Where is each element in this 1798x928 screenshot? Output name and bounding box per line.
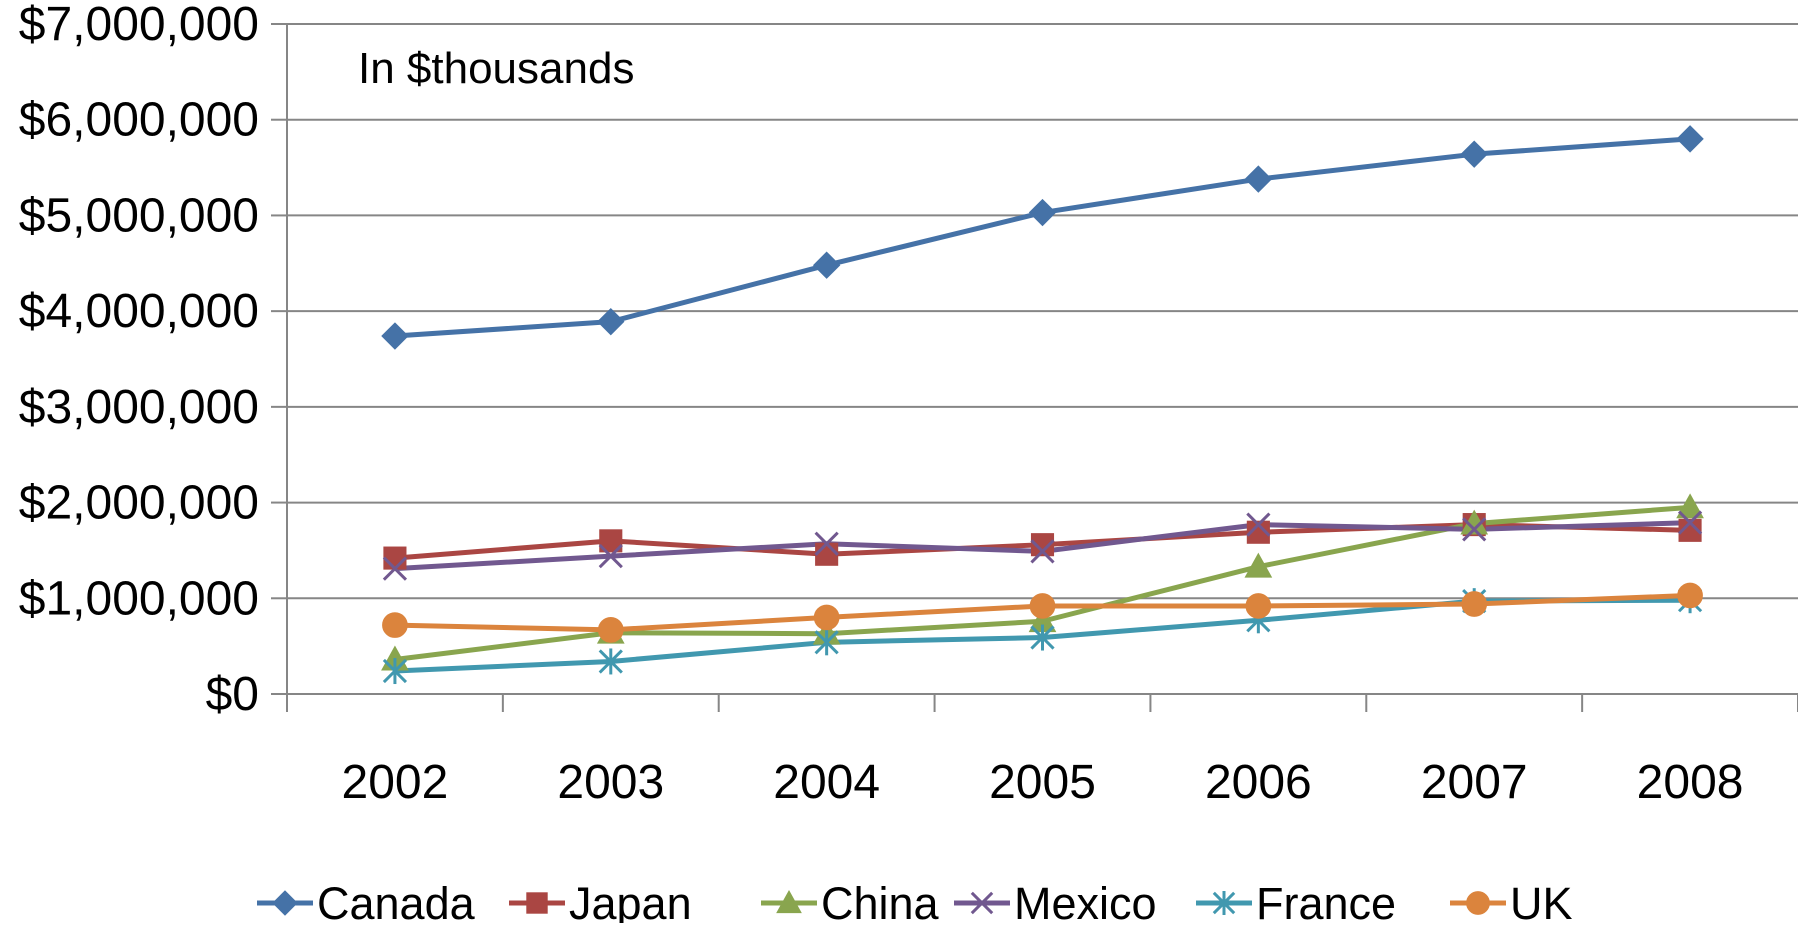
- legend-label: France: [1256, 878, 1396, 923]
- legend-label: Canada: [317, 878, 476, 923]
- data-point-canada: [812, 251, 841, 279]
- legend-item-uk: UK: [1450, 878, 1573, 928]
- data-point-uk: [597, 617, 624, 643]
- y-tick-label: $5,000,000: [19, 189, 259, 242]
- data-point-china: [1676, 493, 1704, 519]
- legend-item-mexico: Mexico: [954, 878, 1157, 928]
- data-point-mexico: [1462, 517, 1487, 542]
- legend-marker: [1466, 891, 1490, 915]
- legend-item-france: France: [1196, 878, 1396, 928]
- data-point-canada: [1028, 198, 1057, 227]
- legend-label: Mexico: [1014, 878, 1157, 923]
- data-point-mexico: [1030, 539, 1055, 564]
- data-point-japan: [815, 542, 839, 566]
- chart-annotation: In $thousands: [358, 44, 634, 93]
- data-point-canada: [1676, 125, 1704, 153]
- y-tick-label: $4,000,000: [19, 285, 259, 338]
- data-point-japan: [1246, 520, 1270, 544]
- x-tick-label: 2007: [1421, 756, 1528, 809]
- x-tick-label: 2003: [557, 756, 664, 809]
- legend-item-china: China: [761, 878, 940, 928]
- data-point-uk: [1461, 591, 1488, 617]
- data-point-france: [1030, 624, 1055, 651]
- y-tick-label: $7,000,000: [19, 0, 259, 51]
- legend-item-japan: Japan: [509, 878, 692, 928]
- x-tick-label: 2008: [1637, 756, 1744, 809]
- legend-item-canada: Canada: [257, 878, 476, 928]
- gridlines: [287, 23, 1798, 600]
- data-point-france: [382, 658, 408, 685]
- data-point-canada: [597, 307, 625, 336]
- data-point-mexico: [1246, 512, 1271, 537]
- data-point-canada: [1460, 140, 1488, 168]
- data-point-uk: [382, 612, 408, 638]
- axes: $0 $1,000,000 $2,000,000 $3,000,000 $4,000,0…: [19, 0, 1798, 809]
- data-point-japan: [383, 546, 407, 570]
- data-point-mexico: [598, 544, 623, 569]
- data-point-japan: [1678, 518, 1702, 542]
- data-point-uk: [1245, 593, 1272, 619]
- y-tick-label: $0: [206, 668, 259, 721]
- data-point-mexico: [1677, 510, 1703, 535]
- legend-label: UK: [1510, 878, 1573, 923]
- series-markers: [381, 125, 1704, 685]
- data-point-france: [814, 629, 839, 656]
- legend-marker: [970, 891, 994, 915]
- legend-marker: [272, 890, 298, 916]
- y-tick-label: $6,000,000: [19, 94, 259, 147]
- data-point-china: [1244, 552, 1273, 578]
- x-tick-label: 2004: [773, 756, 880, 809]
- x-tick-label: 2006: [1205, 756, 1312, 809]
- data-point-japan: [599, 529, 623, 553]
- legend: Canada Japan China Mexico France UK: [257, 878, 1573, 928]
- data-point-canada: [381, 322, 409, 350]
- data-point-france: [598, 648, 623, 675]
- data-point-mexico: [814, 531, 839, 556]
- legend-label: China: [821, 878, 940, 923]
- series-line-canada: [394, 136, 1691, 339]
- legend-label: Japan: [569, 878, 692, 923]
- data-point-uk: [813, 604, 840, 631]
- legend-marker: [776, 889, 802, 914]
- data-point-uk: [1677, 582, 1703, 609]
- y-tick-label: $2,000,000: [19, 477, 259, 530]
- x-tick-label: 2002: [342, 756, 449, 809]
- legend-marker: [526, 892, 548, 914]
- legend-marker: [1212, 891, 1236, 915]
- y-tick-label: $1,000,000: [19, 572, 259, 625]
- data-point-canada: [1244, 165, 1273, 193]
- data-point-uk: [1029, 593, 1056, 619]
- y-tick-label: $3,000,000: [19, 381, 259, 434]
- data-point-mexico: [382, 556, 408, 581]
- x-tick-label: 2005: [989, 756, 1096, 809]
- data-point-japan: [1030, 533, 1055, 557]
